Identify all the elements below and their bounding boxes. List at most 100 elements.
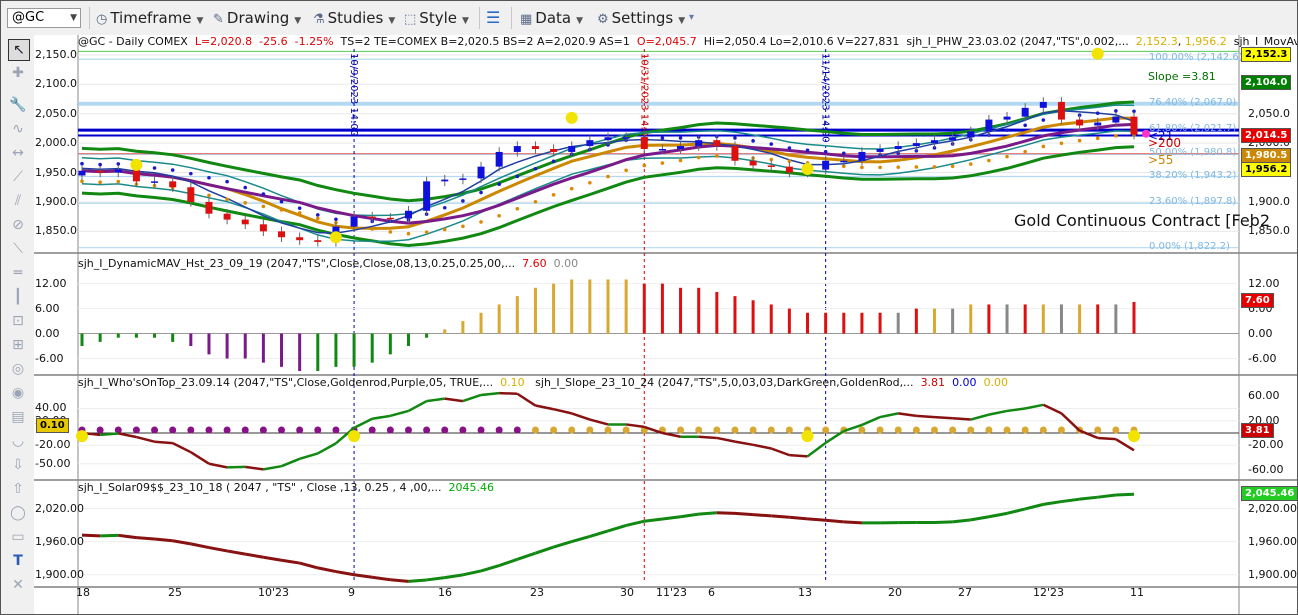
ma-dot [98, 180, 102, 185]
cursor-tool-icon[interactable]: ↖ [8, 39, 30, 61]
settings-menu[interactable]: ⚙ Settings ▼ [597, 8, 685, 28]
candle-body [169, 181, 177, 188]
drawing-tools-sidebar: ↖ ✚ 🔧 ∿ ↔ ⟋ ⫽ ⊘ ⟍ ═ ┃ ⊡ ⊞ ◎ ◉ ▤ ◡ ⇩ ⇧ ◯ … [1, 35, 35, 614]
wot-dot [96, 426, 104, 434]
solar-line-segment [970, 515, 990, 522]
channel-tool-icon[interactable]: ⫽ [14, 193, 22, 209]
crosshair-tool-icon[interactable]: ✚ [12, 65, 24, 81]
arc-tool-icon[interactable]: ◡ [11, 433, 25, 449]
style-icon: ⬚ [404, 12, 417, 27]
spiral-tool-icon[interactable]: ◉ [11, 385, 25, 401]
ma-dot [805, 148, 810, 153]
wot-value: 0.10 [500, 376, 525, 389]
ma-dot [914, 165, 919, 169]
slope-line-segment [335, 426, 355, 445]
price-y-tick: 2,100.0 [35, 77, 77, 91]
slope-line-segment [698, 435, 717, 440]
symbol-input[interactable]: @GC ▼ [7, 8, 81, 28]
solar-line-segment [734, 511, 754, 517]
slope-line-segment [806, 441, 827, 458]
pivot-dot [130, 158, 143, 171]
eraser-tool-icon[interactable]: ✕ [12, 577, 24, 593]
slope-line-segment [190, 451, 210, 465]
ma-dot [787, 146, 792, 150]
x-tick: 12'23 [1033, 586, 1065, 599]
last-price: L=2,020.8 [194, 35, 253, 48]
wot-dot [314, 426, 322, 434]
ma-dot [442, 205, 447, 210]
slope-line-segment [752, 443, 772, 450]
rectangle-tool-icon[interactable]: ▭ [11, 529, 25, 545]
wot-dot [187, 426, 195, 434]
purple-ma-line [81, 122, 1135, 225]
solar-line-segment [698, 511, 717, 516]
timeframe-menu[interactable]: ◷ Timeframe ▼ [96, 8, 203, 28]
wot-dot [1057, 426, 1065, 434]
slope-right-badge: 3.81 [1241, 423, 1274, 438]
solar-line-segment [372, 575, 391, 582]
ma-dot [932, 165, 937, 169]
solar-line-segment [934, 520, 953, 524]
arrow-up-tool-icon[interactable]: ⇧ [12, 481, 24, 497]
ma-dot [1095, 136, 1100, 141]
solar-line-segment [244, 552, 264, 559]
study-movavg-caption: sjh_I_MovAvg_3Line... [1233, 35, 1297, 48]
wot-dot [695, 426, 703, 434]
fan-tool-icon[interactable]: ⟋ [13, 169, 23, 185]
ma-dot [515, 174, 520, 179]
vline-tool-icon[interactable]: ┃ [13, 289, 23, 305]
time-marker-label: 10/31/2023 14:00 [638, 53, 649, 143]
candle-body [423, 181, 431, 211]
text-tool-icon[interactable]: T [13, 553, 23, 569]
ma-dot [170, 168, 175, 172]
price-badge: 2,104.0 [1241, 74, 1292, 90]
fib-tool-icon[interactable]: ⊘ [12, 217, 24, 233]
slope-line-segment [716, 436, 736, 443]
bars-tool-icon[interactable]: ▤ [11, 409, 25, 425]
candle-body [386, 217, 394, 220]
gann-tool-icon[interactable]: ⊡ [12, 313, 24, 329]
trendline-tool-icon[interactable]: ⟍ [13, 241, 23, 257]
wrench-tool-icon[interactable]: 🔧 [9, 97, 27, 113]
price-badge: 1,980.5 [1241, 147, 1292, 163]
magnet-tool-icon[interactable]: ∿ [12, 121, 24, 137]
solar-line-segment [154, 537, 173, 543]
slope-line-segment [898, 412, 917, 418]
chevron-down-icon[interactable]: ▼ [70, 13, 77, 23]
price-badge: 1,956.2 [1241, 161, 1292, 177]
arrow-down-tool-icon[interactable]: ⇩ [12, 457, 24, 473]
cycle-tool-icon[interactable]: ◎ [11, 361, 25, 377]
ma-dot [80, 179, 84, 184]
wot-dot [894, 426, 902, 434]
slope-pivot-dot [1128, 430, 1140, 443]
wot-dot [858, 426, 866, 434]
candle-body [713, 140, 721, 147]
hline-tool-icon[interactable]: ═ [13, 265, 23, 281]
ma-dot [152, 166, 157, 170]
regression-tool-icon[interactable]: ⊞ [12, 337, 24, 353]
slope-line-segment [317, 442, 337, 455]
layout-button[interactable]: ☰ [486, 8, 503, 28]
chevron-down-icon: ▼ [294, 16, 302, 26]
solar-right-tick: 1,900.00 [1248, 567, 1297, 581]
studies-menu[interactable]: ⚗ Studies ▼ [313, 8, 395, 28]
drawing-label: Drawing [226, 9, 290, 27]
toolbar-divider [89, 7, 90, 29]
drawing-menu[interactable]: ✎ Drawing ▼ [213, 8, 301, 28]
slope-line-segment [407, 400, 428, 413]
style-menu[interactable]: ⬚ Style ▼ [404, 8, 469, 28]
dmav-right-tick: 12.00 [1248, 276, 1280, 290]
pan-tool-icon[interactable]: ↔ [12, 145, 24, 161]
chart-area[interactable]: 10/9/2023 14:00 10/31/2023 14:00 11/14/202… [34, 35, 1298, 615]
ma-dot [1041, 118, 1046, 122]
ellipse-tool-icon[interactable]: ◯ [10, 505, 26, 521]
toolbar-overflow-icon[interactable]: ▾ [689, 12, 695, 23]
ma-dot [678, 158, 683, 163]
chart-canvas[interactable]: 10/9/2023 14:00 10/31/2023 14:00 11/14/202… [34, 35, 1298, 615]
ma21-label: <21 [1148, 129, 1174, 143]
ma-dot [497, 182, 501, 187]
data-menu[interactable]: ▦ Data ▼ [520, 8, 583, 28]
wot-dot [169, 426, 177, 434]
candle-body [1057, 101, 1065, 120]
wot-y-tick: -20.00 [35, 438, 71, 452]
